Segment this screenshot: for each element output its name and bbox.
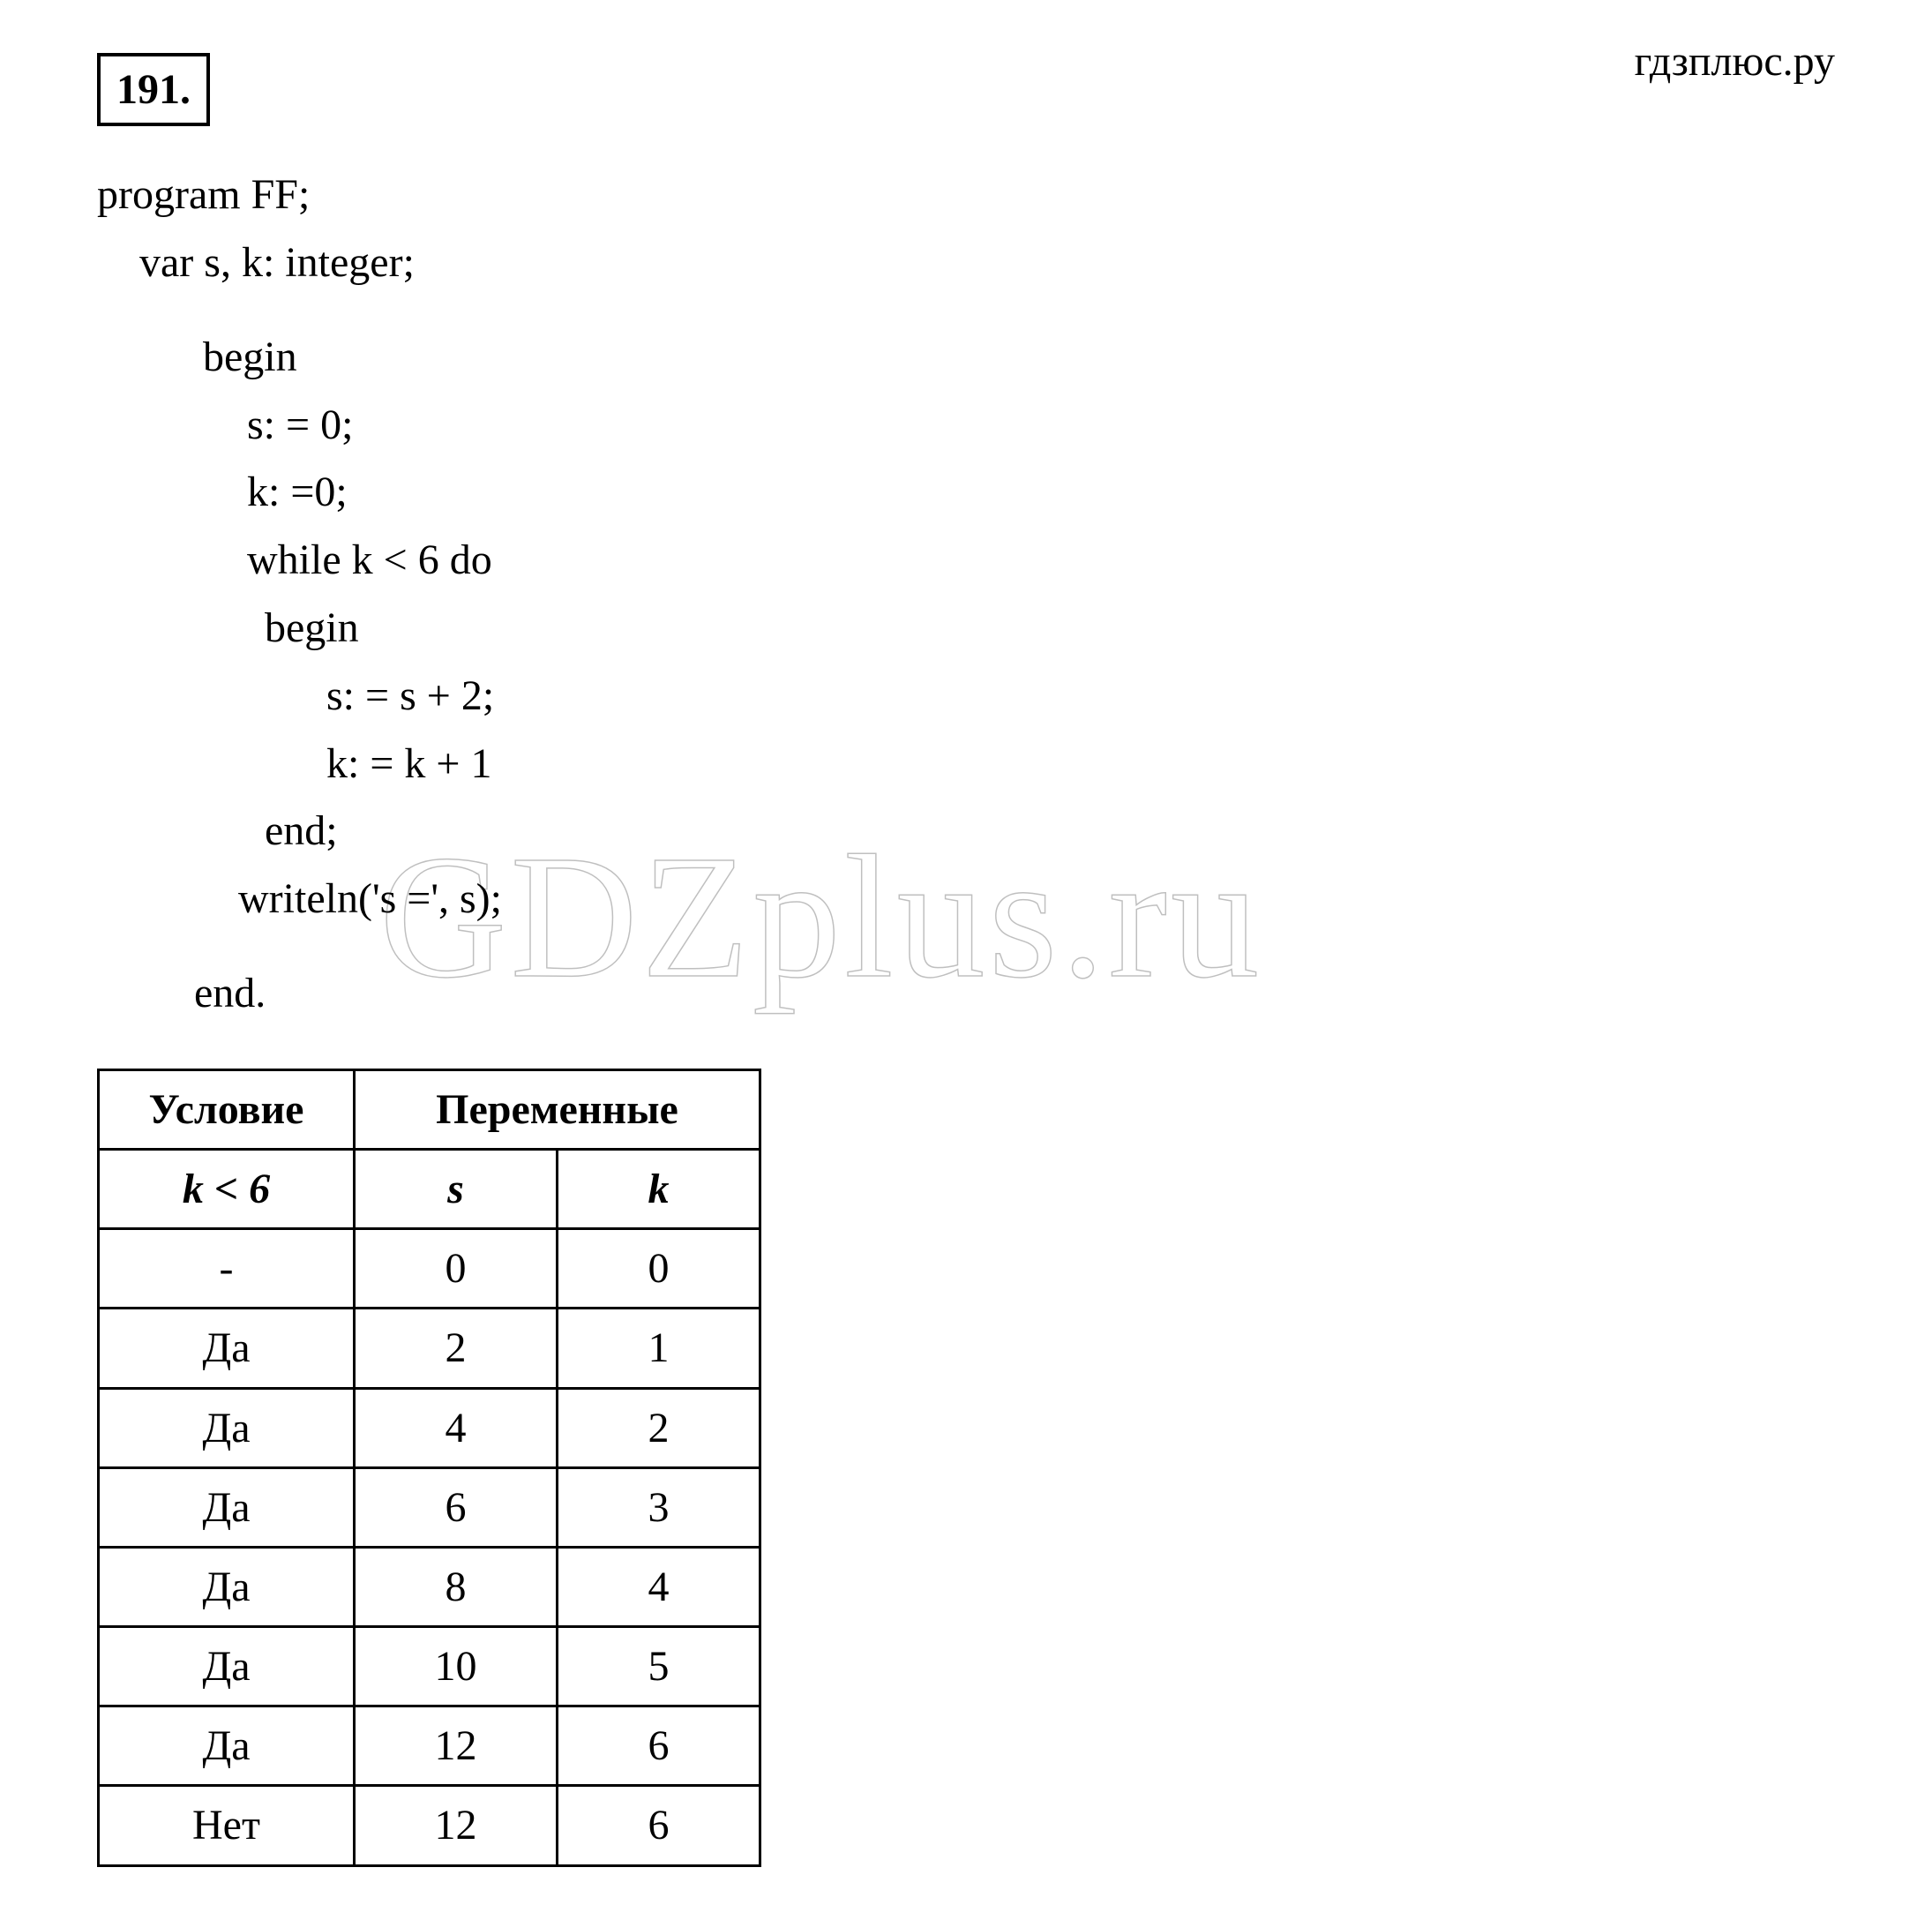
table-row: Да 12 6 bbox=[99, 1706, 760, 1786]
cell-s: 0 bbox=[355, 1229, 558, 1309]
code-line-12: end. bbox=[97, 960, 1835, 1028]
table-subheader-row: k < 6 s k bbox=[99, 1149, 760, 1228]
table-row: - 0 0 bbox=[99, 1229, 760, 1309]
cell-cond: Да bbox=[99, 1547, 355, 1626]
cell-k: 2 bbox=[558, 1388, 760, 1467]
cell-k: 6 bbox=[558, 1786, 760, 1865]
cell-s: 8 bbox=[355, 1547, 558, 1626]
table-row: Да 6 3 bbox=[99, 1467, 760, 1547]
cell-k: 3 bbox=[558, 1467, 760, 1547]
cell-cond: Да bbox=[99, 1467, 355, 1547]
code-line-5: k: =0; bbox=[97, 459, 1835, 527]
trace-table: Условие Переменные k < 6 s k - 0 0 Да 2 … bbox=[97, 1069, 761, 1867]
cell-k: 6 bbox=[558, 1706, 760, 1786]
problem-number-box: 191. bbox=[97, 53, 1835, 161]
table-row: Да 8 4 bbox=[99, 1547, 760, 1626]
subheader-s: s bbox=[355, 1149, 558, 1228]
code-line-7: begin bbox=[97, 595, 1835, 663]
table-row: Нет 12 6 bbox=[99, 1786, 760, 1865]
cell-s: 2 bbox=[355, 1309, 558, 1388]
code-line-8: s: = s + 2; bbox=[97, 663, 1835, 731]
header-variables: Переменные bbox=[355, 1069, 760, 1149]
table-row: Да 10 5 bbox=[99, 1627, 760, 1706]
cell-k: 4 bbox=[558, 1547, 760, 1626]
cell-s: 4 bbox=[355, 1388, 558, 1467]
cell-cond: Да bbox=[99, 1627, 355, 1706]
table-row: Да 2 1 bbox=[99, 1309, 760, 1388]
code-block: program FF; var s, k: integer; begin s: … bbox=[97, 161, 1835, 1028]
subheader-k: k bbox=[558, 1149, 760, 1228]
cell-k: 5 bbox=[558, 1627, 760, 1706]
code-line-6: while k < 6 do bbox=[97, 527, 1835, 595]
cell-cond: Нет bbox=[99, 1786, 355, 1865]
code-line-2: var s, k: integer; bbox=[97, 229, 1835, 297]
cell-cond: Да bbox=[99, 1388, 355, 1467]
table-row: Да 4 2 bbox=[99, 1388, 760, 1467]
cell-s: 12 bbox=[355, 1706, 558, 1786]
cell-s: 10 bbox=[355, 1627, 558, 1706]
cell-k: 1 bbox=[558, 1309, 760, 1388]
cell-cond: Да bbox=[99, 1706, 355, 1786]
problem-number: 191. bbox=[97, 53, 210, 126]
cell-s: 12 bbox=[355, 1786, 558, 1865]
header-condition: Условие bbox=[99, 1069, 355, 1149]
cell-cond: - bbox=[99, 1229, 355, 1309]
site-label: гдзплюс.ру bbox=[1635, 32, 1835, 91]
cell-s: 6 bbox=[355, 1467, 558, 1547]
cell-k: 0 bbox=[558, 1229, 760, 1309]
code-line-3: begin bbox=[97, 324, 1835, 392]
code-line-9: k: = k + 1 bbox=[97, 731, 1835, 799]
code-line-11: writeln('s =', s); bbox=[97, 866, 1835, 934]
code-line-1: program FF; bbox=[97, 161, 1835, 229]
subheader-condition: k < 6 bbox=[99, 1149, 355, 1228]
cell-cond: Да bbox=[99, 1309, 355, 1388]
table-header-row: Условие Переменные bbox=[99, 1069, 760, 1149]
code-line-10: end; bbox=[97, 798, 1835, 866]
code-line-4: s: = 0; bbox=[97, 392, 1835, 460]
